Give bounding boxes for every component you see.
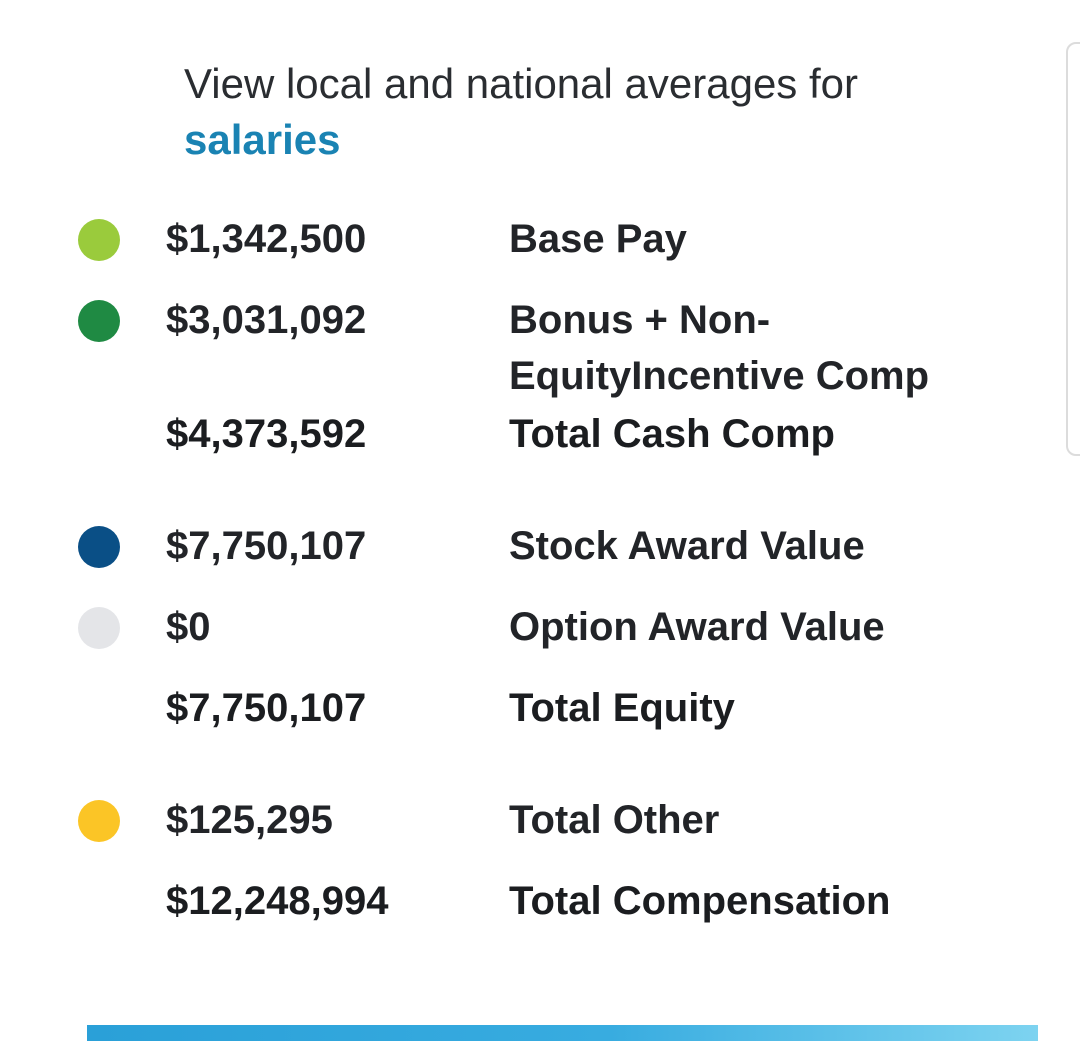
bottom-accent-bar [87, 1025, 1038, 1041]
stock-award-amount: $7,750,107 [166, 524, 367, 568]
bonus-dot-icon [78, 300, 120, 342]
total-equity-amount: $7,750,107 [166, 686, 367, 730]
base-pay-amount: $1,342,500 [166, 217, 367, 261]
total-equity-label: Total Equity [509, 686, 735, 730]
total-other-amount: $125,295 [166, 798, 333, 842]
total-compensation-label: Total Compensation [509, 879, 891, 923]
option-award-amount: $0 [166, 605, 211, 649]
salaries-link[interactable]: salaries [184, 116, 341, 163]
base-pay-label: Base Pay [509, 217, 687, 261]
stock-award-dot-icon [78, 526, 120, 568]
side-card-edge [1066, 42, 1080, 456]
total-other-label: Total Other [509, 798, 720, 842]
stock-award-label: Stock Award Value [509, 524, 865, 568]
bonus-amount: $3,031,092 [166, 298, 367, 342]
total-compensation-amount: $12,248,994 [166, 879, 389, 923]
total-cash-comp-label: Total Cash Comp [509, 412, 835, 456]
total-other-dot-icon [78, 800, 120, 842]
total-cash-comp-amount: $4,373,592 [166, 412, 367, 456]
option-award-dot-icon [78, 607, 120, 649]
intro-text: View local and national averages for [184, 60, 858, 107]
salary-averages-intro: View local and national averages for sal… [184, 56, 1044, 168]
option-award-label: Option Award Value [509, 605, 885, 649]
base-pay-dot-icon [78, 219, 120, 261]
bonus-label: Bonus + Non-EquityIncentive Comp [509, 298, 930, 398]
